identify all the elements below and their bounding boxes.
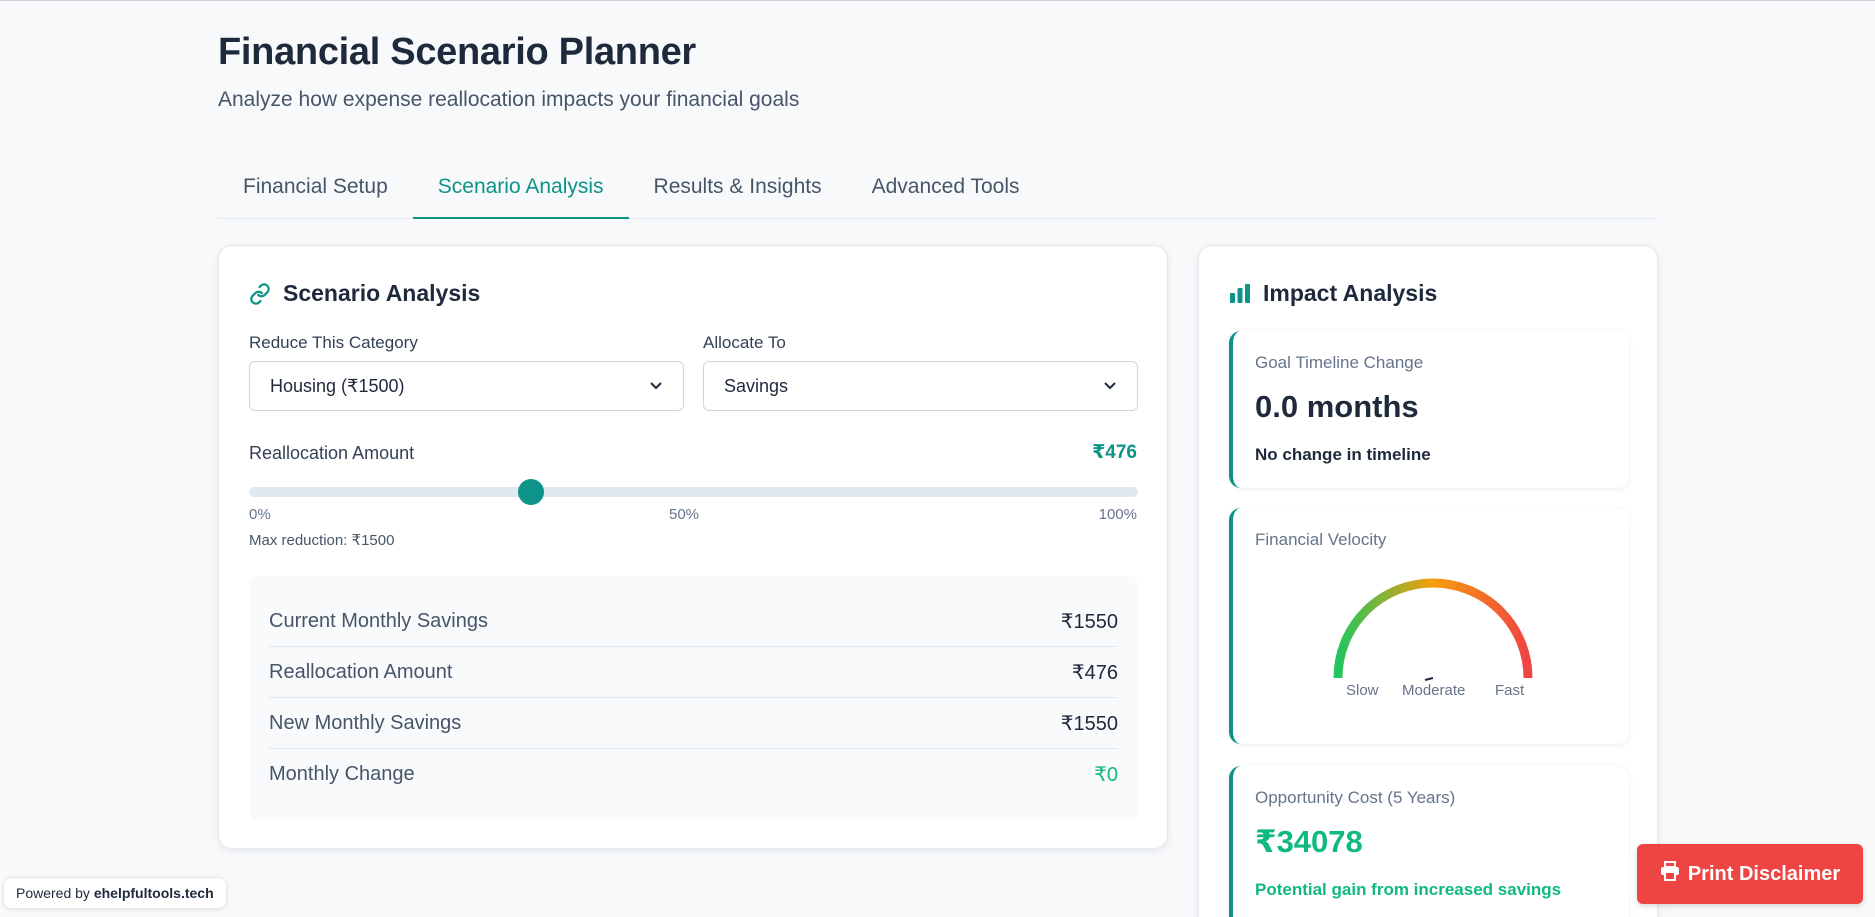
summary-row: Current Monthly Savings ₹1550 [269, 596, 1118, 647]
reallocation-slider-track[interactable] [249, 487, 1138, 497]
summary-value-monthly-change: ₹0 [1094, 764, 1118, 786]
reallocation-amount-label: Reallocation Amount [249, 443, 415, 463]
gauge-label-moderate: Moderate [1402, 682, 1466, 699]
opportunity-cost-value: ₹34078 [1255, 824, 1363, 859]
page-header: Financial Scenario Planner Analyze how e… [218, 31, 799, 112]
summary-label: Reallocation Amount [269, 660, 453, 683]
chevron-down-icon [649, 378, 663, 395]
reduce-category-select[interactable]: Housing (₹1500) [249, 361, 684, 411]
print-disclaimer-label: Print Disclaimer [1687, 862, 1841, 885]
reduce-category-label: Reduce This Category [249, 333, 418, 352]
print-disclaimer-button[interactable]: Print Disclaimer [1637, 844, 1863, 904]
allocate-to-label: Allocate To [703, 333, 786, 352]
summary-label: Current Monthly Savings [269, 609, 488, 632]
opportunity-cost-panel: Opportunity Cost (5 Years) ₹34078 Potent… [1229, 766, 1629, 917]
savings-summary: Current Monthly Savings ₹1550 Reallocati… [249, 576, 1138, 820]
summary-label: Monthly Change [269, 763, 415, 785]
financial-velocity-label: Financial Velocity [1255, 530, 1387, 549]
slider-tick-0: 0% [249, 506, 271, 523]
goal-timeline-label: Goal Timeline Change [1255, 353, 1424, 372]
goal-timeline-panel: Goal Timeline Change 0.0 months No chang… [1229, 331, 1629, 488]
allocate-to-value: Savings [724, 375, 789, 396]
tab-advanced-tools[interactable]: Advanced Tools [871, 175, 1020, 198]
financial-velocity-panel: Financial Velocity Slow Moderate Fast [1229, 508, 1629, 744]
gauge-label-fast: Fast [1495, 682, 1525, 699]
max-reduction-note: Max reduction: ₹1500 [249, 532, 395, 549]
summary-value: ₹1550 [1060, 712, 1118, 735]
impact-analysis-card: Impact Analysis Goal Timeline Change 0.0… [1198, 245, 1658, 917]
summary-row: New Monthly Savings ₹1550 [269, 698, 1118, 749]
tab-financial-setup[interactable]: Financial Setup [243, 175, 388, 198]
gauge-label-slow: Slow [1346, 682, 1379, 699]
link-icon [249, 282, 271, 305]
powered-by-brand: ehelpfultools.tech [93, 885, 214, 901]
tab-scenario-analysis[interactable]: Scenario Analysis [412, 161, 629, 219]
page-subtitle: Analyze how expense reallocation impacts… [218, 88, 800, 111]
scenario-analysis-card: Scenario Analysis Reduce This Category H… [218, 245, 1168, 849]
summary-value: ₹1550 [1060, 610, 1118, 633]
summary-row: Reallocation Amount ₹476 [269, 647, 1118, 698]
summary-label: New Monthly Savings [269, 711, 462, 734]
tab-bar: Financial Setup Scenario Analysis Result… [218, 161, 1658, 219]
reallocation-slider-thumb[interactable] [517, 479, 544, 505]
summary-row: Monthly Change ₹0 [269, 749, 1118, 800]
page-title: Financial Scenario Planner [218, 31, 696, 73]
scenario-card-header: Scenario Analysis [249, 280, 480, 307]
reallocation-amount-value: ₹476 [1092, 442, 1137, 463]
goal-timeline-value: 0.0 months [1255, 389, 1419, 424]
opportunity-cost-note: Potential gain from increased savings [1255, 880, 1562, 899]
slider-tick-100: 100% [1098, 506, 1137, 523]
goal-timeline-note: No change in timeline [1255, 445, 1431, 464]
tab-results-insights[interactable]: Results & Insights [653, 175, 822, 198]
opportunity-cost-label: Opportunity Cost (5 Years) [1255, 788, 1456, 807]
printer-icon [1660, 861, 1680, 887]
allocate-to-select[interactable]: Savings [703, 361, 1138, 411]
powered-by-prefix: Powered by [16, 885, 90, 901]
summary-value: ₹476 [1071, 661, 1118, 684]
impact-card-header: Impact Analysis [1229, 280, 1437, 307]
impact-card-title: Impact Analysis [1263, 280, 1438, 306]
gauge-needle [1424, 677, 1434, 681]
powered-by-badge[interactable]: Powered by ehelpfultools.tech [3, 877, 227, 909]
chevron-down-icon [1103, 378, 1117, 395]
bar-chart-icon [1229, 283, 1251, 304]
velocity-gauge [1333, 578, 1533, 681]
scenario-card-title: Scenario Analysis [283, 280, 481, 306]
reduce-category-value: Housing (₹1500) [270, 375, 405, 396]
slider-tick-50: 50% [669, 506, 700, 523]
